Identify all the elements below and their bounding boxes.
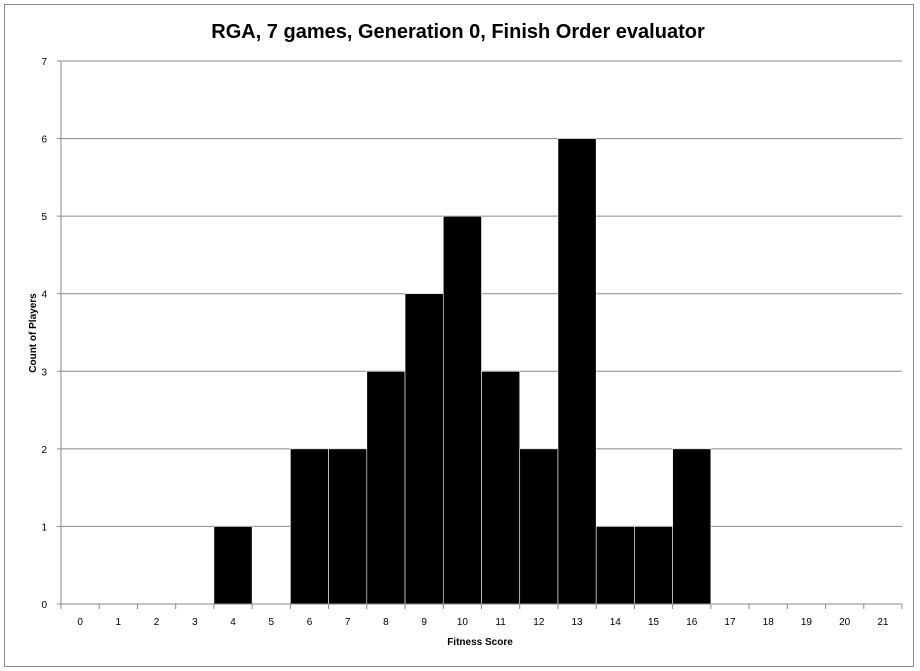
y-tick-label: 2 bbox=[41, 445, 47, 456]
x-tick-label: 2 bbox=[154, 617, 160, 628]
x-tick-label: 14 bbox=[610, 617, 622, 628]
bar bbox=[557, 138, 597, 605]
x-tick-label: 6 bbox=[307, 617, 313, 628]
y-tick-label: 5 bbox=[41, 212, 47, 223]
x-tick-label: 10 bbox=[457, 617, 469, 628]
x-tick-label: 19 bbox=[801, 617, 813, 628]
y-tick-label: 1 bbox=[41, 522, 47, 533]
bar bbox=[634, 526, 673, 605]
x-tick-label: 7 bbox=[345, 617, 351, 628]
y-tick-label: 0 bbox=[41, 600, 47, 611]
bar bbox=[328, 448, 368, 605]
x-tick-label: 18 bbox=[763, 617, 775, 628]
x-tick-label: 12 bbox=[533, 617, 545, 628]
x-tick-label: 11 bbox=[495, 617, 506, 628]
x-tick-label: 13 bbox=[572, 617, 584, 628]
bar bbox=[595, 526, 635, 605]
x-tick-label: 20 bbox=[839, 617, 851, 628]
y-tick-label: 6 bbox=[41, 135, 47, 146]
x-tick-label: 5 bbox=[268, 617, 274, 628]
y-tick-label: 7 bbox=[41, 57, 47, 68]
y-axis-label: Count of Players bbox=[28, 293, 39, 373]
bar bbox=[672, 448, 712, 605]
bar bbox=[366, 370, 406, 605]
x-tick-label: 4 bbox=[230, 617, 236, 628]
x-tick-label: 0 bbox=[77, 617, 83, 628]
bar bbox=[481, 370, 521, 605]
bar bbox=[290, 448, 329, 605]
y-tick-labels: 0 1 2 3 4 5 6 7 bbox=[41, 57, 47, 611]
axes bbox=[57, 60, 903, 609]
x-tick-label: 16 bbox=[686, 617, 698, 628]
bars bbox=[213, 138, 712, 605]
x-axis-label: Fitness Score bbox=[447, 637, 513, 648]
bar bbox=[519, 448, 559, 605]
x-tick-labels: 0 1 2 3 4 5 6 7 8 9 10 11 12 13 14 15 16 17 18 19 20 21 bbox=[77, 617, 889, 628]
bar bbox=[442, 215, 482, 605]
bar bbox=[213, 526, 253, 605]
x-tick-label: 15 bbox=[648, 617, 660, 628]
x-tick-label: 3 bbox=[192, 617, 198, 628]
x-tick-label: 8 bbox=[383, 617, 389, 628]
x-tick-label: 1 bbox=[116, 617, 122, 628]
chart-title: RGA, 7 games, Generation 0, Finish Order… bbox=[211, 21, 705, 43]
y-tick-label: 3 bbox=[41, 367, 47, 378]
x-tick-label: 21 bbox=[877, 617, 889, 628]
bar bbox=[404, 293, 444, 605]
x-tick-label: 17 bbox=[724, 617, 736, 628]
x-tick-label: 9 bbox=[421, 617, 427, 628]
y-tick-label: 4 bbox=[41, 290, 47, 301]
